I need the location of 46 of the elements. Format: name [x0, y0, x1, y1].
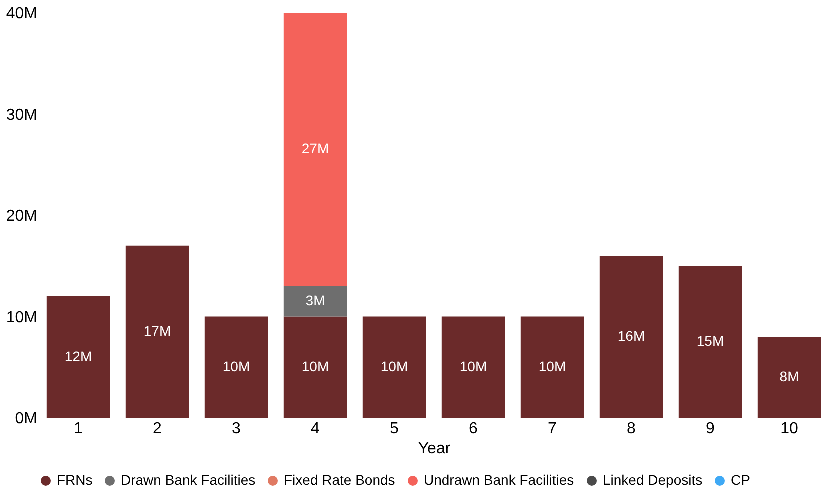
x-tick-label: 2 [153, 420, 162, 438]
bar [362, 316, 426, 418]
bar [758, 337, 822, 418]
x-tick-label: 7 [548, 420, 558, 438]
data-label: 8M [780, 368, 800, 384]
legend-label: Fixed Rate Bonds [284, 472, 396, 488]
x-axis-title: Year [418, 440, 452, 458]
bar [284, 286, 348, 317]
y-tick-label: 30M [6, 106, 38, 124]
data-label: 10M [538, 358, 566, 374]
data-label: 10M [380, 358, 408, 374]
x-tick-label: 8 [627, 420, 636, 438]
y-tick-label: 10M [6, 309, 38, 326]
y-tick-label: 0M [15, 410, 38, 428]
bar [126, 246, 190, 418]
bar [46, 296, 110, 418]
data-label: 3M [306, 292, 326, 309]
bar [520, 316, 584, 418]
x-tick-label: 10 [780, 420, 798, 438]
x-tick-label: 3 [232, 420, 242, 438]
bar [600, 256, 664, 418]
data-label: 10M [302, 358, 330, 374]
data-label: 12M [64, 348, 92, 364]
legend-label: Drawn Bank Facilities [121, 472, 256, 488]
x-tick-label: 4 [311, 420, 320, 438]
bar [284, 13, 348, 286]
data-label: 15M [696, 333, 724, 350]
x-tick-label: 1 [74, 420, 84, 438]
data-label: 10M [460, 358, 488, 374]
legend-label: CP [731, 472, 750, 488]
legend-label: Linked Deposits [603, 472, 703, 488]
data-label: 10M [222, 358, 250, 374]
bar [442, 316, 506, 418]
legend-label: FRNs [57, 472, 93, 488]
x-tick-label: 6 [469, 420, 478, 438]
y-tick-label: 20M [6, 208, 38, 225]
bar [284, 316, 348, 418]
x-tick-label: 5 [390, 420, 400, 438]
data-label: 16M [618, 328, 646, 344]
bar [204, 316, 268, 418]
data-label: 17M [144, 322, 172, 339]
bar [678, 266, 742, 418]
data-label: 27M [302, 140, 330, 157]
y-tick-label: 40M [6, 6, 38, 22]
x-tick-label: 9 [706, 420, 716, 438]
legend-label: Undrawn Bank Facilities [424, 472, 574, 488]
